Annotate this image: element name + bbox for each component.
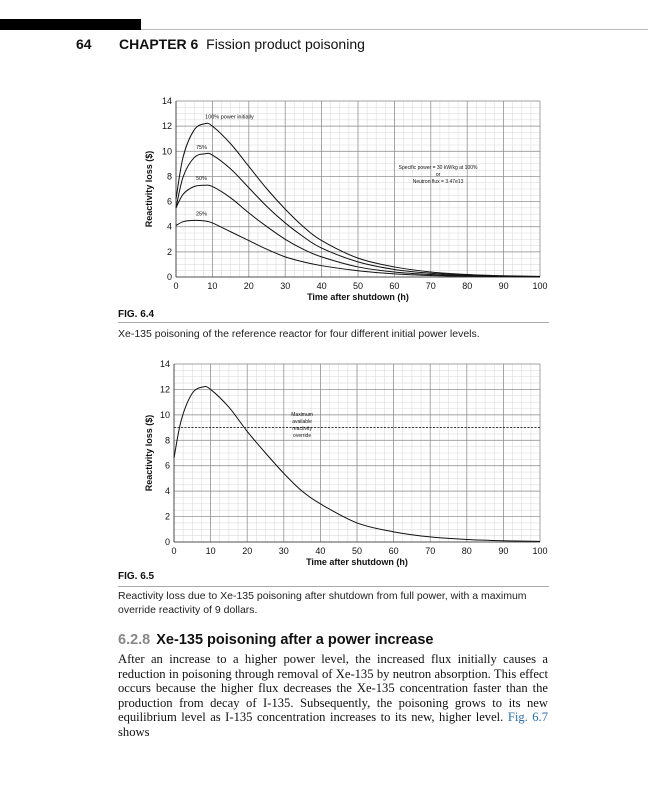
y-tick-label: 6 (165, 461, 170, 471)
x-tick-label: 0 (173, 281, 178, 291)
reference-line-label: Maximum (291, 412, 313, 418)
y-tick-label: 4 (165, 486, 170, 496)
y-tick-label: 4 (167, 222, 172, 232)
chapter-label: CHAPTER 6 (119, 36, 199, 52)
figure-label: FIG. 6.4 (118, 309, 155, 320)
section-number: 6.2.8 (118, 632, 151, 648)
y-tick-label: 10 (160, 410, 170, 420)
y-tick-label: 14 (160, 359, 170, 369)
x-tick-label: 60 (389, 281, 399, 291)
figure-link[interactable]: Fig. 6.7 (507, 710, 548, 725)
series-label: 50% (196, 176, 207, 182)
x-tick-label: 50 (353, 281, 363, 291)
x-tick-label: 40 (317, 281, 327, 291)
caption-rule (118, 322, 549, 323)
series-label: 75% (196, 145, 207, 151)
x-tick-label: 20 (244, 281, 254, 291)
paragraph-text: shows (118, 724, 150, 739)
figure-caption: Xe-135 poisoning of the reference reacto… (118, 328, 480, 340)
x-tick-label: 90 (499, 281, 509, 291)
x-tick-label: 20 (242, 546, 252, 556)
x-tick-label: 100 (532, 546, 547, 556)
y-tick-label: 0 (167, 272, 172, 282)
series-line (175, 122, 541, 277)
y-tick-label: 8 (167, 171, 172, 181)
header-rule (141, 29, 648, 30)
y-tick-label: 6 (167, 197, 172, 207)
running-header: CHAPTER 6 Fission product poisoning (119, 36, 365, 52)
series-line (175, 219, 541, 278)
annotation-text: Neutron flux = 3.47e13 (413, 179, 464, 185)
caption-rule (118, 586, 549, 587)
x-tick-label: 10 (207, 281, 217, 291)
annotation-text: Specific power = 30 kW/kg at 100% (399, 165, 478, 171)
reference-line-label: available (292, 419, 312, 425)
reference-line-label: reactivity (292, 426, 312, 432)
x-tick-label: 40 (315, 546, 325, 556)
x-tick-label: 90 (498, 546, 508, 556)
y-tick-label: 2 (167, 247, 172, 257)
x-tick-label: 80 (462, 281, 472, 291)
x-tick-label: 80 (462, 546, 472, 556)
y-tick-label: 10 (162, 146, 172, 156)
x-tick-label: 0 (171, 546, 176, 556)
paragraph-text: After an increase to a higher power leve… (118, 652, 548, 725)
y-axis-label: Reactivity loss ($) (144, 151, 154, 228)
series-label: 25% (196, 211, 207, 217)
x-tick-label: 30 (280, 281, 290, 291)
y-tick-label: 12 (160, 384, 170, 394)
x-tick-label: 30 (279, 546, 289, 556)
y-tick-label: 12 (162, 121, 172, 131)
x-tick-label: 70 (426, 281, 436, 291)
figure-label: FIG. 6.5 (118, 571, 155, 582)
y-tick-label: 14 (162, 96, 172, 106)
chapter-title: Fission product poisoning (206, 36, 365, 52)
section-heading: 6.2.8 Xe-135 poisoning after a power incr… (118, 632, 433, 648)
x-tick-label: 100 (532, 281, 547, 291)
x-tick-label: 50 (352, 546, 362, 556)
series-line (175, 184, 541, 278)
series-line (175, 152, 541, 278)
x-tick-label: 70 (425, 546, 435, 556)
series-line (173, 386, 541, 542)
y-axis-label: Reactivity loss ($) (144, 415, 154, 492)
header-bar (0, 19, 141, 30)
section-title: Xe-135 poisoning after a power increase (156, 632, 434, 648)
series-label: 100% power initially (205, 115, 254, 121)
body-paragraph: After an increase to a higher power leve… (118, 652, 548, 740)
annotation-text: or (436, 172, 441, 178)
y-tick-label: 0 (165, 537, 170, 547)
x-tick-label: 10 (206, 546, 216, 556)
page-number: 64 (76, 36, 92, 52)
x-axis-label: Time after shutdown (h) (307, 292, 409, 302)
x-axis-label: Time after shutdown (h) (306, 557, 408, 567)
y-tick-label: 8 (165, 435, 170, 445)
y-tick-label: 2 (165, 512, 170, 522)
figure-caption: Reactivity loss due to Xe-135 poisoning … (118, 590, 527, 616)
x-tick-label: 60 (389, 546, 399, 556)
reference-line-label: override (293, 433, 311, 439)
